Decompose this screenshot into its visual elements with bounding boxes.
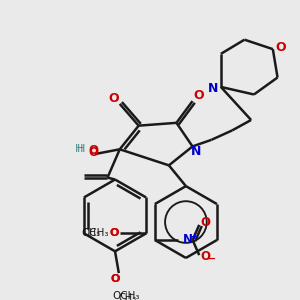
Text: H: H [77,144,85,154]
Text: O: O [200,217,210,230]
Text: O: O [109,228,119,239]
Text: N: N [191,145,202,158]
Text: N: N [208,82,218,95]
Text: O: O [110,274,120,284]
Text: O: O [109,92,119,105]
Text: H: H [75,144,83,154]
Text: CH₃: CH₃ [118,292,136,300]
Text: +: + [190,232,197,241]
Text: O: O [194,89,204,102]
Text: O: O [110,274,120,284]
Text: OCH₃: OCH₃ [112,291,140,300]
Text: OCH₃: OCH₃ [81,228,109,239]
Text: O: O [200,250,210,263]
Text: CH₃: CH₃ [82,228,100,239]
Text: O: O [88,144,98,157]
Text: N: N [183,233,193,247]
Text: O: O [109,228,119,239]
Text: O: O [275,41,286,54]
Text: O: O [88,146,98,159]
Text: −: − [207,254,216,264]
